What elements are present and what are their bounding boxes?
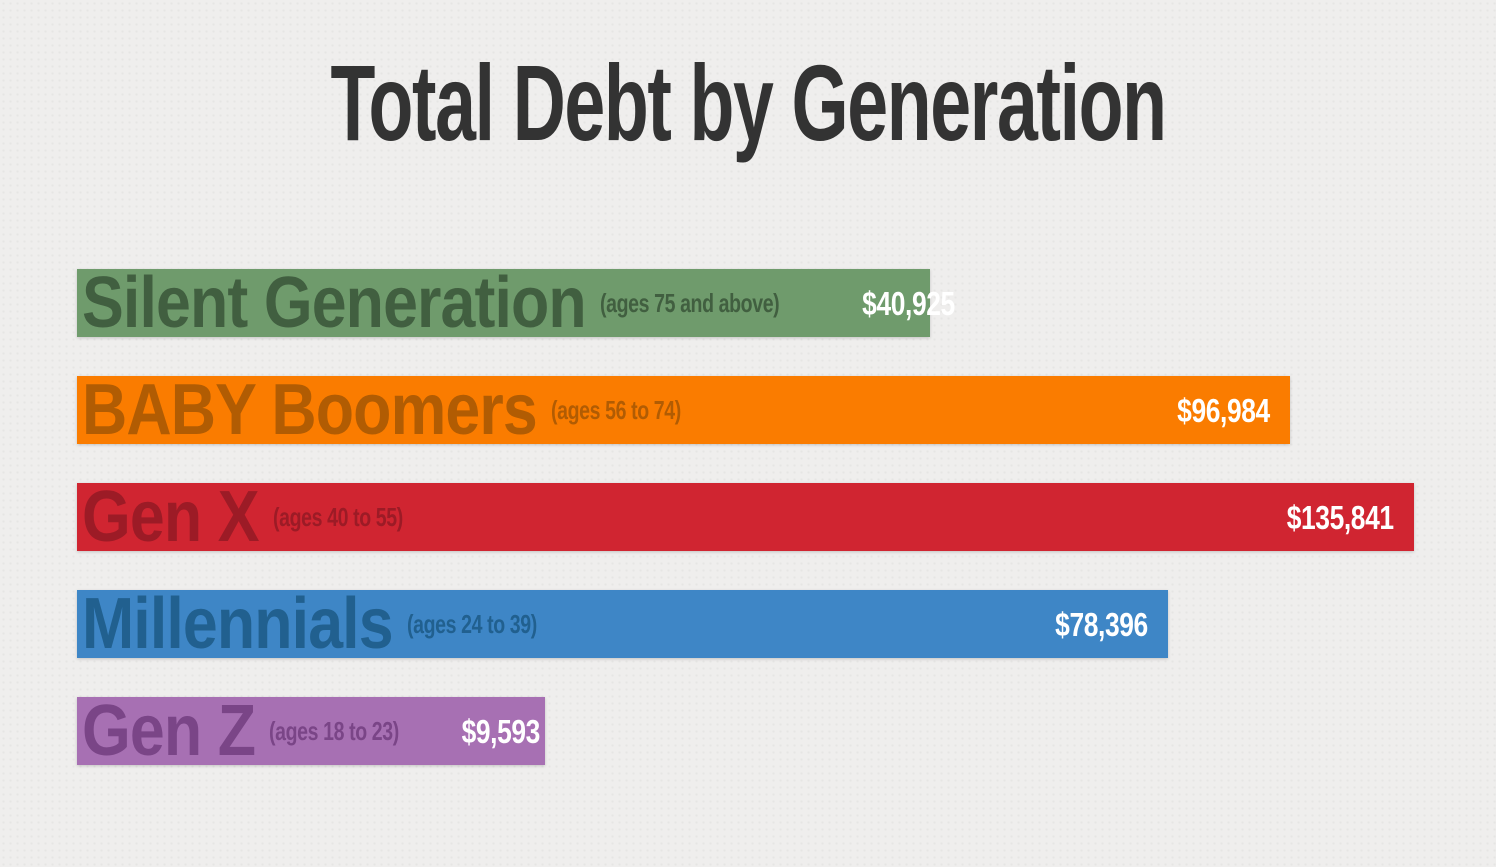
bar-value-label: $135,841 (1287, 498, 1394, 536)
bar-age-range-label: (ages 18 to 23) (269, 716, 400, 746)
bar-age-range-label: (ages 75 and above) (599, 288, 780, 318)
bar-age-range-label: (ages 24 to 39) (406, 609, 537, 639)
bar-generation-label: Silent Generation (82, 263, 587, 343)
bar-value-label: $9,593 (461, 712, 541, 750)
chart-title-text: Total Debt by Generation (330, 42, 1166, 163)
bar-row-gen-z: Gen Z (ages 18 to 23) $9,593 (77, 691, 545, 771)
bar-generation-label: Gen Z (82, 691, 256, 771)
bar-generation-label: Gen X (82, 477, 260, 557)
chart-title: Total Debt by Generation (0, 42, 1496, 163)
bar-age-range-label: (ages 40 to 55) (272, 502, 403, 532)
bar-generation-label: BABY Boomers (82, 370, 538, 450)
bar-chart: Silent Generation (ages 75 and above) $4… (77, 263, 1414, 804)
bar-value-label: $40,925 (862, 284, 955, 322)
bar-row-silent-generation: Silent Generation (ages 75 and above) $4… (77, 263, 955, 343)
bar-row-millennials: Millennials (ages 24 to 39) $78,396 (77, 584, 1168, 664)
bar-age-range-label: (ages 56 to 74) (550, 395, 681, 425)
bar-generation-label: Millennials (82, 584, 394, 664)
bar-value-label: $96,984 (1177, 391, 1270, 429)
bar-row-baby-boomers: BABY Boomers (ages 56 to 74) $96,984 (77, 370, 1290, 450)
bar-row-gen-x: Gen X (ages 40 to 55) $135,841 (77, 477, 1414, 557)
bar-value-label: $78,396 (1055, 605, 1148, 643)
